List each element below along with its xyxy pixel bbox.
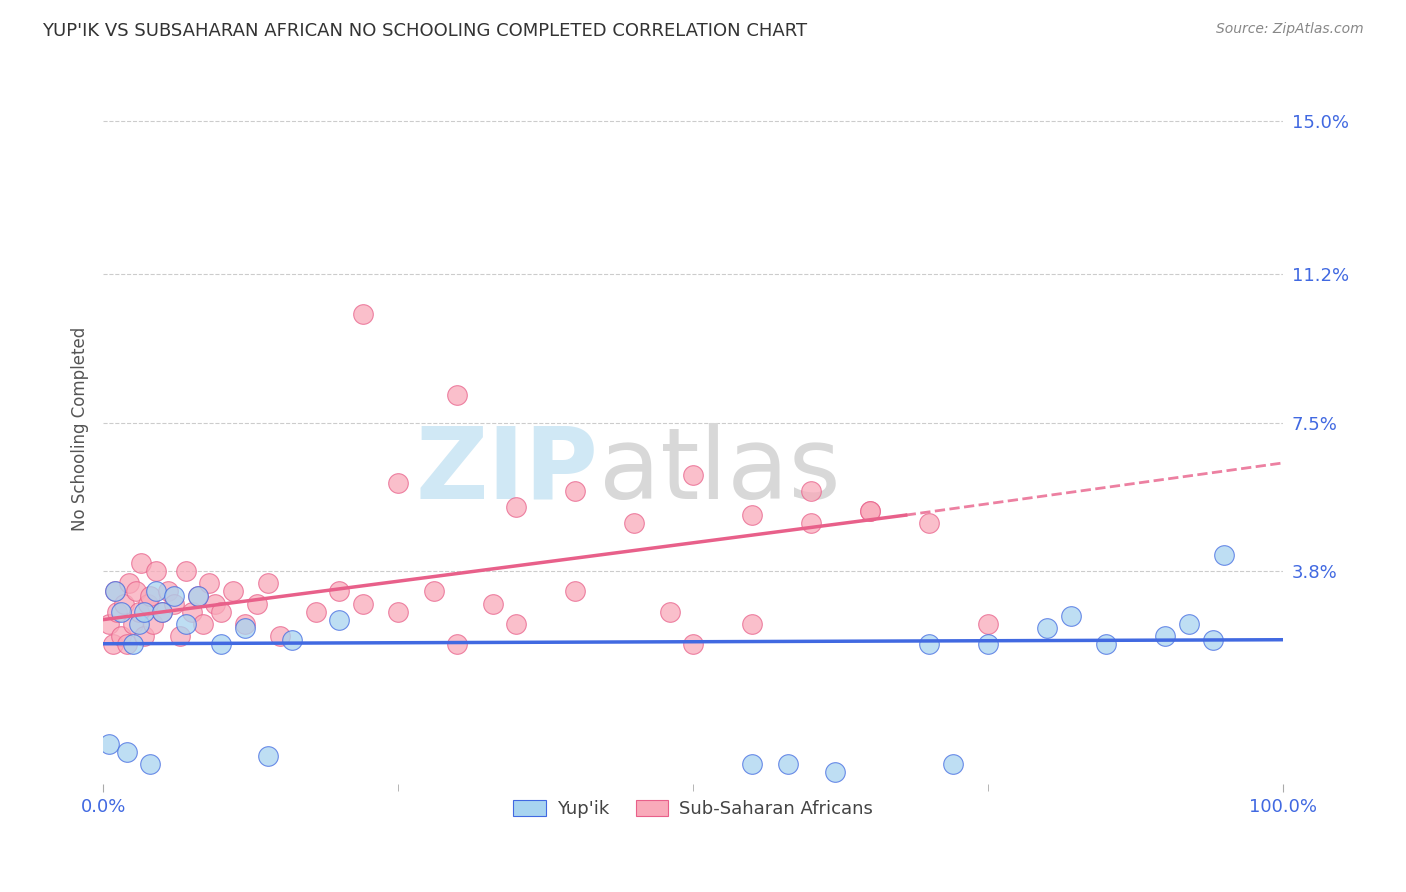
Point (859, 504, 882, 518)
Point (682, 637, 704, 651)
Point (110, 629, 132, 643)
Point (824, 765, 846, 780)
Point (222, 584, 245, 599)
Text: atlas: atlas (599, 423, 841, 520)
Point (741, 508, 763, 522)
Point (328, 584, 350, 599)
Legend: Yup'ik, Sub-Saharan Africans: Yup'ik, Sub-Saharan Africans (506, 792, 880, 825)
Point (564, 584, 586, 599)
Point (115, 637, 138, 651)
Point (245, 597, 267, 611)
Point (1178, 616, 1201, 631)
Point (163, 597, 186, 611)
Point (446, 387, 468, 401)
Point (977, 637, 1000, 651)
Point (682, 467, 704, 482)
Point (977, 616, 1000, 631)
Point (157, 584, 180, 599)
Point (304, 605, 326, 619)
Point (134, 605, 156, 619)
Point (105, 605, 128, 619)
Point (187, 589, 209, 603)
Point (145, 565, 167, 579)
Point (269, 629, 291, 643)
Point (174, 616, 197, 631)
Point (134, 629, 156, 643)
Point (121, 616, 143, 631)
Point (1036, 621, 1059, 635)
Text: ZIP: ZIP (416, 423, 599, 520)
Point (1213, 549, 1236, 563)
Point (112, 597, 135, 611)
Point (1154, 629, 1177, 643)
Point (564, 483, 586, 498)
Point (150, 605, 173, 619)
Point (121, 637, 143, 651)
Point (446, 637, 468, 651)
Text: Source: ZipAtlas.com: Source: ZipAtlas.com (1216, 22, 1364, 37)
Point (505, 500, 527, 514)
Point (352, 307, 374, 321)
Point (180, 605, 202, 619)
Point (125, 584, 148, 599)
Point (150, 605, 173, 619)
Point (163, 589, 186, 603)
Point (1095, 637, 1118, 651)
Point (942, 757, 965, 772)
Point (142, 616, 165, 631)
Point (859, 504, 882, 518)
Point (209, 605, 232, 619)
Point (110, 605, 132, 619)
Point (169, 629, 191, 643)
Point (800, 516, 823, 531)
Point (623, 516, 645, 531)
Point (128, 605, 150, 619)
Point (233, 621, 256, 635)
Point (918, 637, 941, 651)
Point (118, 576, 141, 591)
Point (129, 557, 152, 571)
Point (136, 597, 159, 611)
Point (658, 605, 681, 619)
Point (128, 616, 150, 631)
Point (1201, 632, 1223, 647)
Point (174, 565, 197, 579)
Point (741, 616, 763, 631)
Point (776, 757, 799, 772)
Point (800, 483, 823, 498)
Point (98, 616, 121, 631)
Point (422, 584, 444, 599)
Point (187, 589, 209, 603)
Point (145, 584, 167, 599)
Point (193, 616, 215, 631)
Point (257, 749, 280, 764)
Point (328, 613, 350, 627)
Point (104, 584, 127, 599)
Point (101, 637, 124, 651)
Point (198, 576, 221, 591)
Y-axis label: No Schooling Completed: No Schooling Completed (72, 326, 89, 531)
Point (139, 757, 162, 772)
Point (209, 637, 232, 651)
Point (481, 597, 503, 611)
Point (387, 475, 409, 490)
Point (257, 576, 280, 591)
Point (352, 597, 374, 611)
Point (387, 605, 409, 619)
Point (505, 616, 527, 631)
Point (115, 745, 138, 759)
Point (281, 632, 304, 647)
Point (1060, 608, 1083, 623)
Point (233, 616, 256, 631)
Text: YUP'IK VS SUBSAHARAN AFRICAN NO SCHOOLING COMPLETED CORRELATION CHART: YUP'IK VS SUBSAHARAN AFRICAN NO SCHOOLIN… (42, 22, 807, 40)
Point (204, 597, 226, 611)
Point (104, 584, 127, 599)
Point (139, 589, 162, 603)
Point (741, 757, 763, 772)
Point (98, 737, 121, 751)
Point (918, 516, 941, 531)
